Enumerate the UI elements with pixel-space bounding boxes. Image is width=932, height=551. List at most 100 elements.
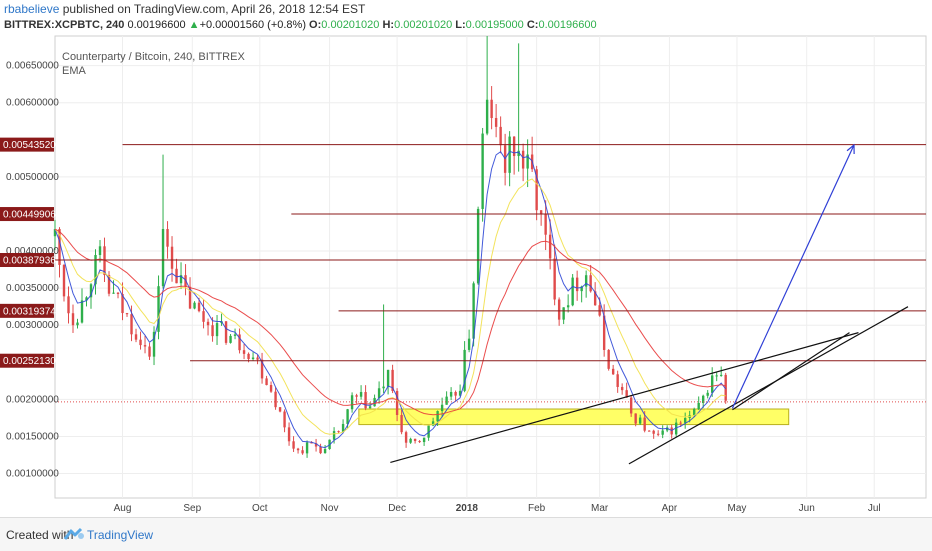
candle-body (215, 323, 219, 337)
candle-body (287, 427, 291, 442)
candle-body (458, 390, 462, 396)
candle-body (202, 311, 205, 322)
x-tick-label: Aug (114, 503, 132, 514)
candle-body (539, 210, 543, 214)
trendline (390, 332, 859, 463)
candle-body (134, 334, 138, 340)
publish-info: rbabelieve published on TradingView.com,… (4, 2, 365, 16)
candle-body (58, 229, 61, 265)
candle-body (292, 441, 295, 449)
candle-body (265, 378, 268, 386)
candle-body (139, 339, 142, 346)
candle-body (508, 136, 511, 173)
level-price-badge (0, 207, 54, 222)
candle-body (665, 427, 669, 431)
candle-body (269, 385, 273, 392)
y-tick-label: 0.00100000 (6, 469, 59, 480)
candle-body (710, 375, 714, 393)
y-tick-label: 0.00200000 (6, 394, 59, 405)
candle-body (629, 397, 633, 414)
candle-body (193, 302, 196, 309)
candle-body (409, 438, 412, 443)
candle-body (247, 353, 250, 359)
candle-body (238, 334, 241, 351)
candle-body (305, 442, 309, 454)
candle-body (166, 229, 169, 247)
x-tick-label: Dec (388, 503, 406, 514)
candle-body (346, 409, 349, 424)
candle-body (499, 126, 502, 146)
tradingview-brand-link[interactable]: TradingView (87, 528, 154, 542)
candle-body (584, 275, 588, 287)
candle-body (341, 423, 345, 432)
candle-body (256, 357, 259, 360)
candle-body (643, 417, 646, 431)
candle-body (620, 386, 624, 391)
time-axis[interactable]: Aug Sep Oct Nov Dec 2018 Feb Mar Apr May Jun Jul (114, 503, 881, 514)
candle-body (377, 388, 381, 398)
high-value: 0.00201020 (394, 19, 453, 31)
chart-background (0, 34, 932, 517)
candle-body (373, 397, 376, 407)
candle-body (413, 438, 417, 442)
level-price-label: 0.00319374 (3, 306, 56, 317)
candle-body (656, 433, 660, 435)
candle-body (278, 407, 282, 412)
projection-arrow-head-icon (846, 143, 855, 155)
candle-body (62, 264, 66, 297)
candle-body (724, 374, 727, 401)
x-tick-label: Sep (183, 503, 201, 514)
candle-body (589, 275, 592, 292)
y-tick-label: 0.00600000 (6, 98, 59, 109)
candle-body (314, 443, 318, 447)
candle-body (683, 417, 687, 423)
level-price-badge (0, 353, 54, 368)
candle-body (260, 359, 264, 379)
candle-body (71, 313, 75, 326)
x-tick-label: Oct (252, 503, 268, 514)
footer-bar: Created with TradingView (0, 517, 932, 551)
candle-body (170, 246, 174, 269)
x-tick-label: Apr (662, 503, 678, 514)
candle-body (85, 297, 88, 301)
low-label: L: (455, 19, 466, 31)
candle-body (121, 294, 124, 314)
y-tick-label: 0.00500000 (6, 172, 59, 183)
candle-body (674, 422, 678, 435)
price-axis[interactable]: 0.00650000 0.00600000 0.00500000 0.00400000… (0, 61, 59, 480)
candle-body (449, 392, 453, 397)
chart-legend-indicator: EMA (62, 65, 87, 77)
up-arrow-icon: ▲ (188, 19, 200, 31)
candle-body (112, 292, 115, 294)
candle-body (296, 448, 300, 451)
candle-body (94, 254, 97, 285)
candle-body (319, 446, 322, 454)
x-tick-label: Feb (528, 503, 546, 514)
candlestick-series (53, 36, 727, 458)
candle-body (544, 213, 547, 235)
candle-body (607, 349, 610, 369)
candle-body (616, 374, 619, 387)
level-price-label: 0.00449906 (3, 210, 56, 221)
price-chart[interactable]: 0.00650000 0.00600000 0.00500000 0.00400000… (0, 34, 932, 517)
level-price-label: 0.00543520 (3, 140, 56, 151)
candle-body (368, 406, 372, 409)
candle-body (661, 430, 664, 435)
trend-drawings (390, 143, 909, 465)
x-tick-label: 2018 (456, 503, 479, 514)
close-value: 0.00196600 (538, 19, 597, 31)
author-link[interactable]: rbabelieve (4, 2, 60, 16)
x-tick-label: Jul (868, 503, 881, 514)
high-label: H: (382, 19, 395, 31)
candle-body (679, 422, 682, 424)
chart-grid (54, 35, 927, 499)
candle-body (161, 229, 165, 287)
candle-body (490, 99, 493, 119)
candle-body (143, 345, 147, 347)
publish-text: published on TradingView.com, April 26, … (62, 2, 366, 16)
candle-body (706, 392, 709, 396)
candle-body (391, 369, 394, 391)
candle-body (602, 315, 606, 350)
trendline (732, 332, 850, 411)
candle-body (359, 392, 363, 397)
